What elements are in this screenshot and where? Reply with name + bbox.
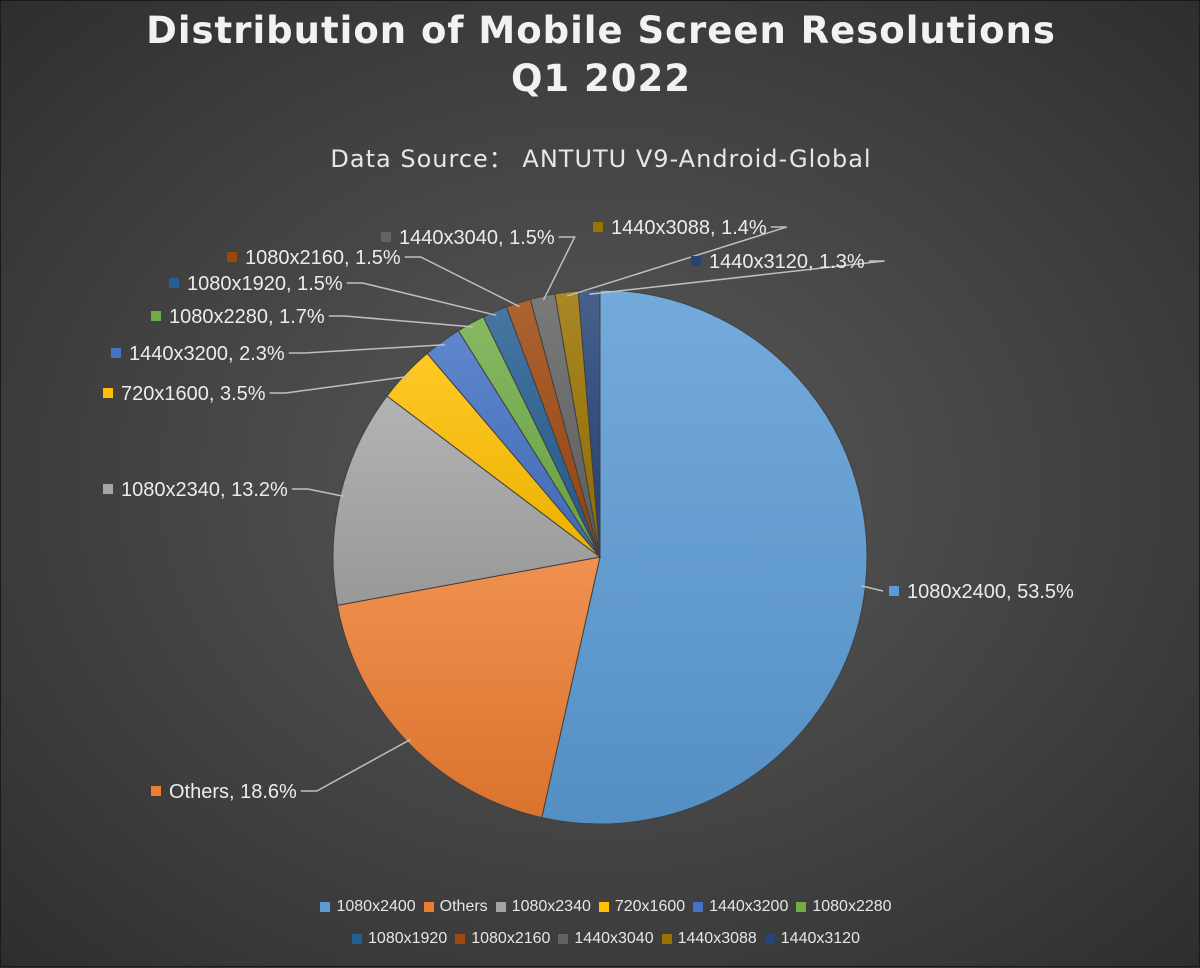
data-label-swatch-1080x2400	[889, 586, 899, 596]
leader-line-others	[300, 738, 411, 792]
legend-label: 720x1600	[614, 898, 686, 915]
legend-label: 1080x2280	[812, 898, 892, 915]
data-label-1440x3088: 1440x3088, 1.4%	[611, 217, 767, 239]
data-label-swatch-others	[151, 786, 161, 796]
leader-line-1080x1920	[346, 282, 497, 317]
legend-item-others: Others	[423, 898, 488, 916]
legend-swatch	[352, 934, 363, 944]
legend-swatch	[693, 902, 704, 912]
data-label-1080x1920: 1080x1920, 1.5%	[187, 273, 343, 295]
legend-row: 1080x1920 1080x2160 1440x3040 1440x3088 1440…	[231, 923, 981, 955]
legend-item-1080x2400: 1080x2400	[320, 898, 416, 916]
legend-label: 1440x3120	[780, 930, 860, 947]
data-label-1080x2340: 1080x2340, 13.2%	[121, 479, 288, 501]
legend-item-1080x2340: 1080x2340	[495, 898, 591, 916]
leader-line-1080x2280	[328, 315, 473, 328]
data-label-1440x3120: 1440x3120, 1.3%	[709, 251, 865, 273]
legend-item-1440x3040: 1440x3040	[558, 930, 654, 948]
legend-label: 1080x2400	[336, 898, 416, 915]
legend-swatch	[455, 934, 466, 944]
pie-slice-others	[336, 556, 601, 819]
data-label-swatch-1080x2280	[151, 311, 161, 321]
leader-line-1440x3088	[566, 226, 787, 297]
leader-line-1440x3040	[542, 236, 576, 301]
data-label-others: Others, 18.6%	[169, 781, 297, 803]
legend-label: 1440x3200	[709, 898, 789, 915]
legend-label: 1080x2340	[511, 898, 591, 915]
leader-line-720x1600	[269, 375, 409, 394]
legend-swatch	[764, 934, 775, 944]
legend-swatch	[495, 902, 506, 912]
legend-label: 1440x3088	[677, 930, 757, 947]
data-label-1080x2160: 1080x2160, 1.5%	[245, 247, 401, 269]
data-label-swatch-1080x2340	[103, 484, 113, 494]
legend-swatch	[661, 934, 672, 944]
data-label-1440x3040: 1440x3040, 1.5%	[399, 227, 555, 249]
legend-swatch	[558, 934, 569, 944]
leader-line-1080x2340	[291, 488, 345, 498]
legend-swatch	[598, 902, 609, 912]
data-label-swatch-1440x3120	[691, 256, 701, 266]
data-label-1080x2280: 1080x2280, 1.7%	[169, 306, 325, 328]
legend-row: 1080x2400 Others 1080x2340 720x1600 1440x320…	[231, 891, 981, 923]
chart-title: Distribution of Mobile Screen Resolution…	[146, 9, 1056, 52]
legend-item-1080x2160: 1080x2160	[455, 930, 550, 948]
legend-swatch	[423, 902, 434, 912]
chart-title-period: Q1 2022	[510, 57, 692, 100]
legend-label: 1080x2160	[471, 930, 551, 947]
legend-label: 1440x3040	[574, 930, 654, 947]
legend-item-720x1600: 720x1600	[598, 898, 686, 916]
legend-label: 1080x1920	[368, 930, 448, 947]
legend-item-1440x3200: 1440x3200	[693, 898, 788, 916]
data-label-swatch-1440x3088	[593, 222, 603, 232]
legend-item-1440x3120: 1440x3120	[764, 930, 860, 948]
chart-subtitle: Data Source： ANTUTU V9-Android-Global	[330, 145, 872, 173]
data-label-swatch-1080x1920	[169, 278, 179, 288]
legend-item-1080x1920: 1080x1920	[352, 930, 447, 948]
legend-item-1080x2280: 1080x2280	[796, 898, 892, 916]
leader-line-1080x2160	[404, 256, 520, 308]
leader-line-1440x3200	[288, 343, 445, 354]
legend-label: Others	[439, 898, 488, 915]
data-label-1080x2400: 1080x2400, 53.5%	[907, 581, 1074, 603]
legend-swatch	[796, 902, 807, 912]
pie-slice-1440x3120	[577, 289, 601, 558]
leader-line-1080x2400	[861, 585, 884, 592]
legend: 1080x2400 Others 1080x2340 720x1600 1440x320…	[231, 891, 981, 955]
data-label-swatch-1080x2160	[227, 252, 237, 262]
legend-swatch	[320, 902, 331, 912]
leader-line-1440x3120	[589, 260, 885, 295]
data-label-swatch-1440x3040	[381, 232, 391, 242]
data-label-swatch-1440x3200	[111, 348, 121, 358]
data-label-1440x3200: 1440x3200, 2.3%	[129, 343, 285, 365]
data-label-720x1600: 720x1600, 3.5%	[121, 383, 266, 405]
legend-item-1440x3088: 1440x3088	[661, 930, 757, 948]
data-label-swatch-720x1600	[103, 388, 113, 398]
